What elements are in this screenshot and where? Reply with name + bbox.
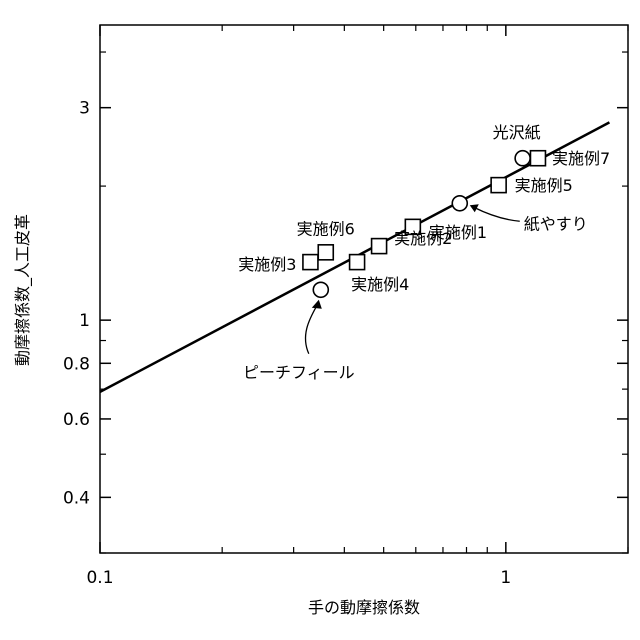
x-tick-label: 0.1 xyxy=(86,568,113,588)
circle-marker xyxy=(313,282,328,297)
annotations: 実施例1実施例2実施例3実施例4実施例5実施例6実施例7光沢紙紙やすりピーチフィ… xyxy=(238,123,610,382)
square-marker xyxy=(303,255,318,270)
point-label: 実施例2 xyxy=(394,229,452,248)
y-axis-label: 動摩擦係数_人工皮革 xyxy=(13,214,33,366)
annotation-arrow xyxy=(474,207,520,221)
point-label: ピーチフィール xyxy=(243,363,355,382)
square-marker xyxy=(491,178,506,193)
y-tick-label: 0.4 xyxy=(63,488,90,508)
square-marker xyxy=(350,255,365,270)
point-label: 紙やすり xyxy=(524,214,588,233)
y-tick-label: 1 xyxy=(79,311,90,331)
x-axis-label: 手の動摩擦係数 xyxy=(308,598,420,617)
y-tick-label: 0.8 xyxy=(63,354,90,374)
y-tick-label: 3 xyxy=(79,99,90,119)
y-tick-label: 0.6 xyxy=(63,410,90,430)
x-tick-label: 1 xyxy=(500,568,511,588)
square-marker xyxy=(530,151,545,166)
point-label: 光沢紙 xyxy=(493,123,541,142)
point-label: 実施例3 xyxy=(238,255,296,274)
point-label: 実施例6 xyxy=(297,219,355,238)
point-label: 実施例5 xyxy=(515,176,573,195)
square-marker xyxy=(372,239,387,254)
arrow-head xyxy=(312,300,322,309)
point-label: 実施例7 xyxy=(552,149,610,168)
axis-ticks: 0.1 1 0.4 0.6 0.8 1 3 xyxy=(63,25,628,588)
arrow-head xyxy=(470,204,479,212)
point-label: 実施例4 xyxy=(351,275,409,294)
circle-marker xyxy=(515,151,530,166)
circle-marker xyxy=(452,196,467,211)
square-marker xyxy=(318,245,333,260)
annotation-arrow xyxy=(305,306,316,354)
